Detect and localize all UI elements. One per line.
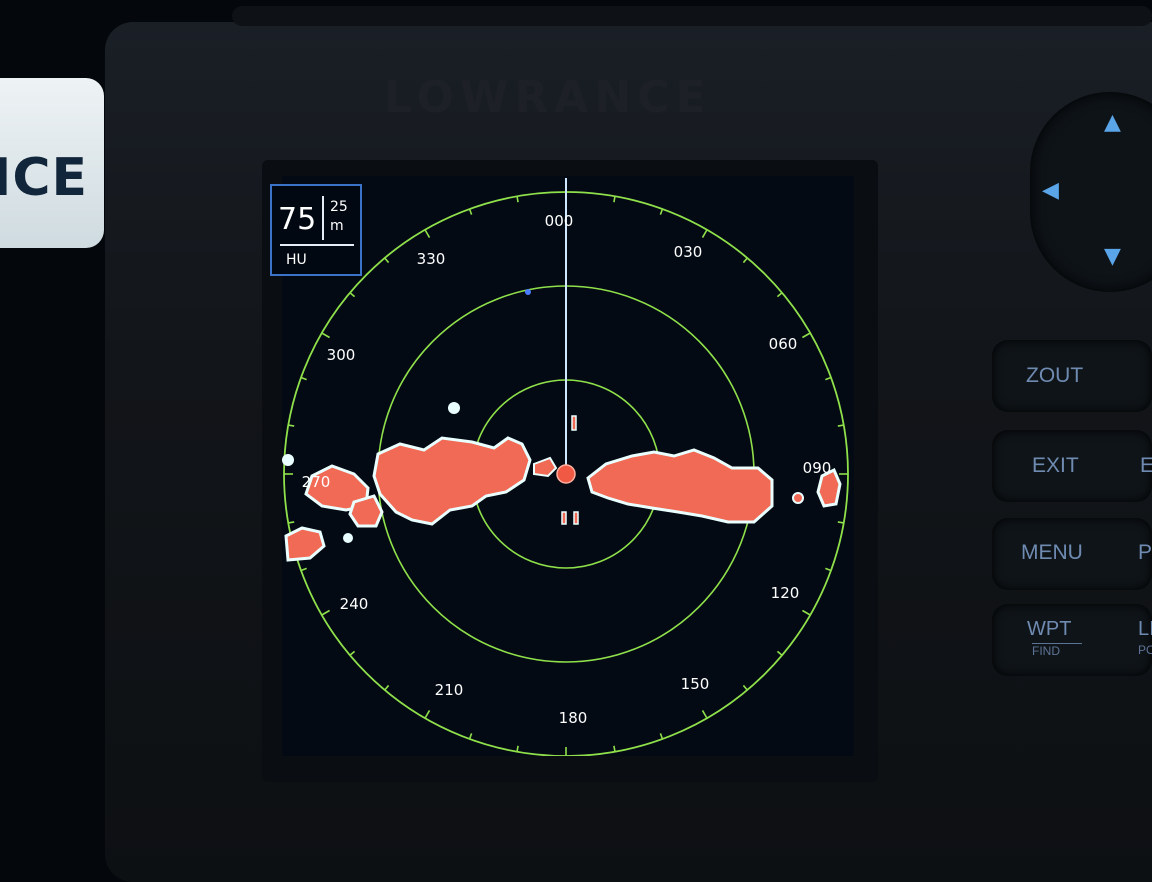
bearing-tick (802, 332, 811, 339)
echo-right-small (816, 467, 842, 508)
menu-button-well (992, 518, 1152, 590)
range-divider (322, 196, 324, 240)
sticker-label: ICE (0, 78, 104, 248)
triangle-up-icon[interactable]: ▲ (1104, 110, 1121, 135)
echo-speck-1 (448, 402, 460, 414)
bearing-tick (837, 424, 844, 427)
range-value: 75 (278, 202, 317, 237)
bearing-270: 270 (301, 473, 331, 491)
triangle-down-icon[interactable]: ▼ (1104, 244, 1121, 269)
bearing-tick (659, 733, 664, 740)
sticker-text: ICE (0, 148, 89, 208)
triangle-left-icon[interactable]: ◀ (1042, 178, 1059, 203)
exit-button-well (992, 430, 1152, 502)
bearing-tick (613, 196, 616, 203)
range-interval-value: 25 (330, 199, 348, 215)
bearing-tick (468, 733, 473, 740)
wpt-button-well (992, 604, 1152, 676)
range-underline (280, 244, 354, 246)
bearing-180: 180 (558, 709, 588, 727)
device-top-edge (232, 6, 1152, 26)
bearing-tick (424, 710, 431, 719)
echo-center-left (533, 456, 558, 478)
echo-left-cluster (372, 436, 532, 526)
range-indicator[interactable]: 75 25 m HU (270, 184, 362, 276)
bearing-tick (742, 257, 748, 264)
bearing-000: 000 (544, 212, 574, 230)
bearing-150: 150 (680, 675, 710, 693)
bearing-tick (802, 609, 811, 616)
bearing-tick (321, 609, 330, 616)
bearing-tick (384, 684, 390, 691)
partial-button-right-1[interactable]: E (1140, 454, 1152, 478)
echo-speck-7 (561, 511, 567, 525)
bearing-090: 090 (802, 459, 832, 477)
bearing-tick (321, 332, 330, 339)
partial-button-right-2[interactable]: P (1138, 541, 1152, 564)
bearing-120: 120 (770, 584, 800, 602)
menu-button[interactable]: MENU (1021, 541, 1083, 564)
zout-button[interactable]: ZOUT (1026, 364, 1084, 387)
bearing-tick (349, 650, 356, 656)
bearing-tick (516, 745, 519, 752)
echo-left-small (348, 494, 384, 528)
bearing-tick (384, 257, 390, 264)
wpt-button-sublabel: FIND (1032, 643, 1082, 658)
bearing-tick (776, 292, 783, 298)
exit-button[interactable]: EXIT (1032, 454, 1079, 477)
bearing-tick (701, 710, 708, 719)
bearing-tick (424, 229, 431, 238)
echo-speck-8 (573, 511, 579, 525)
vessel-marker (556, 464, 576, 484)
bearing-tick (468, 208, 473, 215)
zout-button-well (992, 340, 1152, 412)
bearing-300: 300 (326, 346, 356, 364)
bearing-tick (825, 567, 832, 572)
partial-button-right-3-sublabel: PO (1138, 643, 1152, 657)
echo-speck-3 (282, 454, 294, 466)
range-interval-unit: m (330, 218, 344, 234)
echo-speck-2 (525, 289, 531, 295)
bearing-tick (288, 521, 295, 524)
bearing-210: 210 (434, 681, 464, 699)
direction-keypad[interactable] (1030, 92, 1152, 292)
radar-display (282, 178, 849, 756)
echo-right-cluster (586, 448, 774, 524)
radar-screen[interactable] (282, 176, 854, 756)
bearing-tick (659, 208, 664, 215)
orientation-mode: HU (286, 252, 307, 268)
bearing-tick (701, 229, 708, 238)
bearing-tick (349, 292, 356, 298)
bearing-tick (300, 567, 307, 572)
brand-logo: LOWRANCE (384, 72, 712, 123)
bearing-tick (613, 745, 616, 752)
radar-echoes (282, 289, 842, 562)
bearing-tick (825, 376, 832, 381)
bearing-tick (516, 196, 519, 203)
bearing-tick (776, 650, 783, 656)
bearing-240: 240 (339, 595, 369, 613)
echo-speck-4 (343, 533, 353, 543)
echo-speck-5 (792, 492, 804, 504)
bearing-030: 030 (673, 243, 703, 261)
range-interval: 25 m (330, 198, 348, 236)
partial-button-right-3[interactable]: LI (1138, 618, 1152, 641)
bearing-tick (837, 521, 844, 524)
bearing-060: 060 (768, 335, 798, 353)
bearing-330: 330 (416, 250, 446, 268)
echo-left-edge (284, 526, 326, 562)
bearing-tick (288, 424, 295, 427)
wpt-button[interactable]: WPT (1027, 618, 1072, 640)
bearing-tick (300, 376, 307, 381)
echo-speck-6 (571, 415, 577, 431)
bearing-tick (742, 684, 748, 691)
